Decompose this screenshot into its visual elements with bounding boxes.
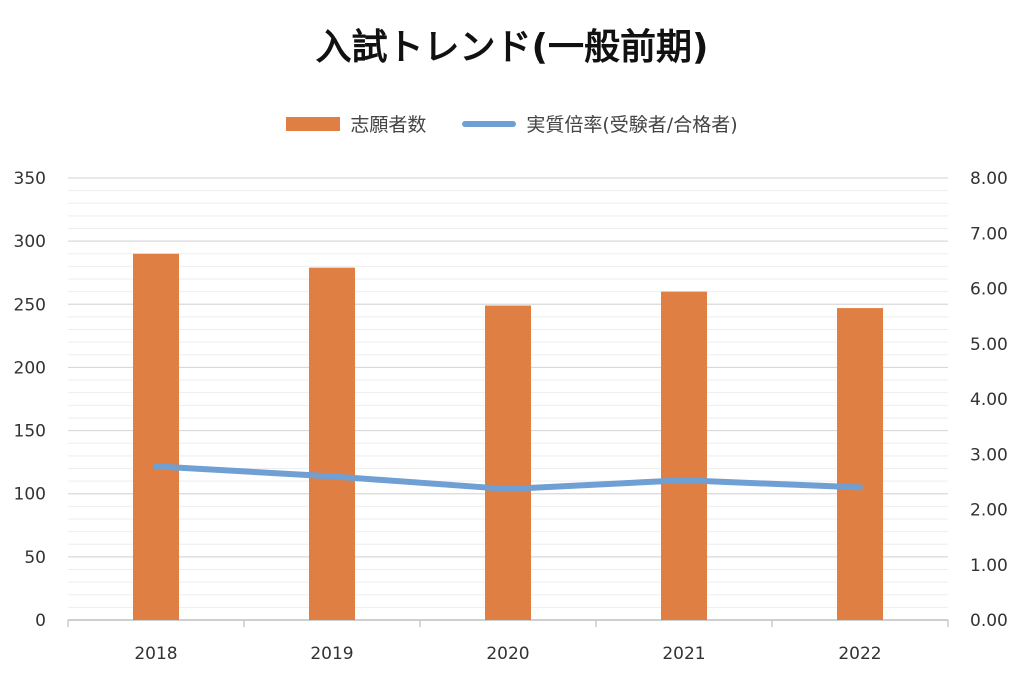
bar-applicants	[837, 308, 883, 620]
legend-label-applicants: 志願者数	[350, 114, 427, 136]
y-right-tick-label: 5.00	[970, 335, 1008, 355]
x-tick-label: 2019	[310, 644, 353, 664]
chart-title: 入試トレンド(一般前期)	[315, 27, 709, 68]
y-left-tick-label: 50	[24, 548, 46, 568]
y-right-tick-label: 1.00	[970, 556, 1008, 576]
legend: 志願者数 実質倍率(受験者/合格者)	[0, 110, 1024, 137]
bar-applicants	[485, 305, 531, 620]
y-left-tick-label: 150	[14, 422, 46, 442]
bar-applicants	[309, 267, 355, 620]
x-tick-label: 2018	[134, 644, 177, 664]
y-right-tick-label: 3.00	[970, 445, 1008, 465]
bar-applicants	[133, 253, 179, 620]
line-ratio	[153, 463, 863, 493]
y-left-tick-label: 300	[14, 232, 46, 252]
y-right-tick-label: 8.00	[970, 169, 1008, 189]
x-tick-label: 2021	[662, 644, 705, 664]
y-right-tick-label: 7.00	[970, 224, 1008, 244]
x-tick-label: 2022	[838, 644, 881, 664]
y-right-tick-label: 4.00	[970, 390, 1008, 410]
y-left-tick-label: 100	[14, 485, 46, 505]
legend-item-applicants: 志願者数	[286, 110, 426, 137]
y-left-tick-label: 0	[35, 611, 46, 631]
legend-swatch-line	[462, 120, 517, 127]
y-left-tick-label: 350	[14, 169, 46, 189]
bar-applicants	[661, 291, 707, 620]
x-tick-label: 2020	[486, 644, 529, 664]
legend-swatch-bar	[286, 116, 341, 131]
y-left-tick-label: 200	[14, 358, 46, 378]
legend-label-ratio: 実質倍率(受験者/合格者)	[526, 114, 738, 136]
y-right-tick-label: 0.00	[970, 611, 1008, 631]
y-right-tick-label: 2.00	[970, 501, 1008, 521]
y-right-tick-label: 6.00	[970, 280, 1008, 300]
legend-item-ratio: 実質倍率(受験者/合格者)	[462, 110, 738, 137]
y-left-tick-label: 250	[14, 295, 46, 315]
